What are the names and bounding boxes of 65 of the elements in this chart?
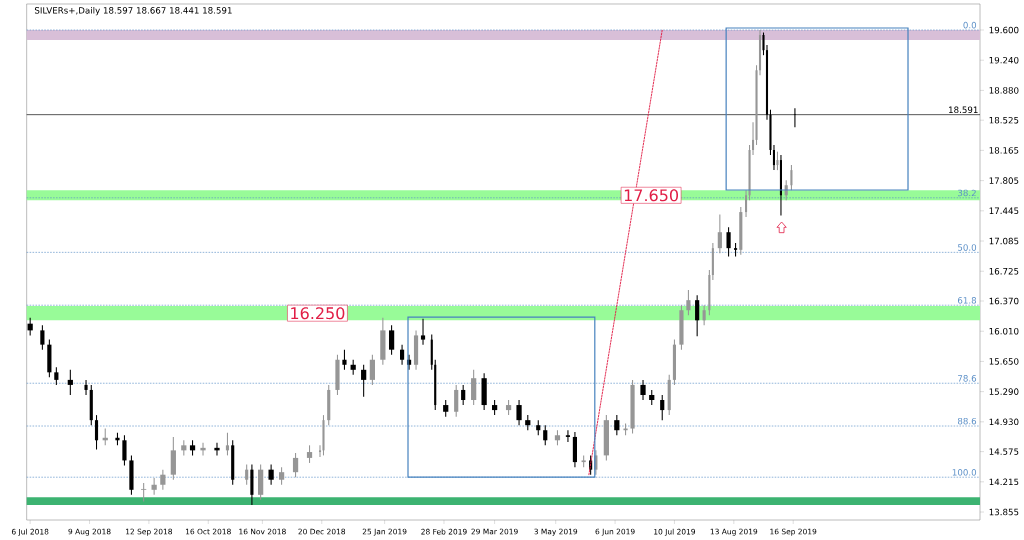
candlestick xyxy=(614,414,620,436)
candlestick xyxy=(420,318,426,346)
candlestick xyxy=(717,214,722,254)
y-tick-label: 17.085 xyxy=(989,237,1019,245)
y-tick-label: 14.575 xyxy=(989,448,1019,455)
candlestick xyxy=(726,226,731,258)
annotation: 0.0 xyxy=(963,21,977,29)
ref-line-label: 18.591 xyxy=(949,106,978,114)
candlestick xyxy=(369,354,376,386)
candlestick xyxy=(268,464,274,486)
band-label: 16.250 xyxy=(291,307,345,320)
y-tick-label: 15.290 xyxy=(989,388,1019,395)
candlestick xyxy=(245,464,249,486)
candlestick xyxy=(565,429,571,443)
y-tick-label: 18.880 xyxy=(989,87,1019,94)
y-tick-label: 13.855 xyxy=(989,508,1019,516)
y-tick-label: 14.930 xyxy=(989,418,1019,426)
y-tick-label: 16.370 xyxy=(989,297,1019,305)
candlestick xyxy=(141,482,147,503)
candlestick xyxy=(454,384,459,418)
candlestick xyxy=(160,469,166,491)
candlestick xyxy=(84,379,88,396)
candlestick xyxy=(702,304,706,326)
candlestick xyxy=(461,384,466,406)
candlestick xyxy=(388,324,395,356)
y-tick-label: 14.215 xyxy=(989,478,1019,486)
candlestick xyxy=(790,164,793,191)
annotation: 50.0 xyxy=(958,244,977,251)
candlestick xyxy=(40,324,45,351)
candlestick xyxy=(361,364,367,398)
y-tick-label: 17.805 xyxy=(989,177,1019,184)
candlestick xyxy=(122,434,127,466)
annotation: 100.0 xyxy=(952,469,977,476)
candlestick xyxy=(292,452,299,478)
candlestick xyxy=(322,414,325,456)
y-tick-label: 17.445 xyxy=(989,207,1019,215)
y-tick-label: 18.525 xyxy=(989,116,1019,124)
candlestick xyxy=(67,369,73,396)
annotation: 38.2 xyxy=(958,189,976,197)
candlestick xyxy=(471,369,477,406)
candlestick xyxy=(399,344,405,366)
candlestick xyxy=(214,442,220,456)
candlestick xyxy=(660,394,665,421)
band-label: 17.650 xyxy=(624,189,679,202)
y-tick-label: 16.010 xyxy=(989,327,1019,335)
candlestick xyxy=(776,151,779,171)
candlestick xyxy=(200,442,206,456)
candlestick xyxy=(94,414,99,451)
candlestick xyxy=(640,379,646,401)
candlestick xyxy=(686,289,691,316)
candlestick xyxy=(225,432,230,456)
chart-title: SILVERs+,Daily 18.597 18.667 18.441 18.591 xyxy=(34,6,232,16)
y-tick-label: 16.725 xyxy=(989,267,1019,275)
candlestick xyxy=(695,294,700,337)
candlestick xyxy=(543,424,548,446)
y-tick-label: 19.600 xyxy=(989,26,1019,34)
candlestick xyxy=(151,477,157,496)
y-tick-label: 15.650 xyxy=(989,358,1019,365)
annotation: 88.6 xyxy=(957,417,977,425)
candlestick xyxy=(342,349,347,371)
y-tick-label: 19.240 xyxy=(989,56,1019,64)
y-tick-label: 18.165 xyxy=(989,147,1019,154)
annotation: 61.8 xyxy=(957,297,977,304)
candlestick xyxy=(516,399,522,426)
annotation: 78.6 xyxy=(958,375,977,382)
